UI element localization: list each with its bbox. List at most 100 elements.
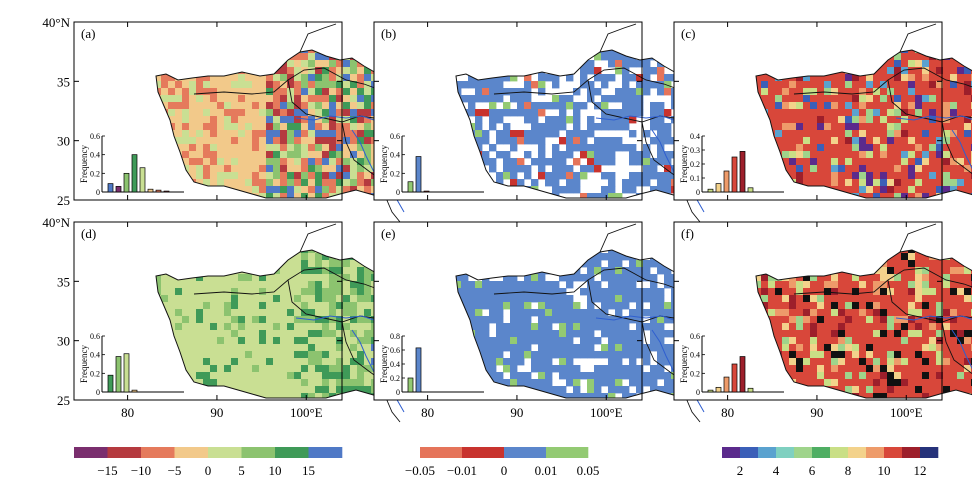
map-cell — [357, 295, 365, 303]
map-cell — [336, 351, 344, 359]
map-cell — [308, 250, 316, 254]
map-cell — [608, 109, 616, 117]
map-cell — [294, 288, 302, 296]
map-cell — [308, 102, 316, 110]
map-cell — [573, 116, 581, 124]
map-cell — [601, 253, 609, 261]
map-cell — [838, 344, 846, 352]
map-cell — [880, 116, 888, 124]
map-cell — [950, 295, 958, 303]
map-cell — [608, 253, 616, 261]
map-cell — [196, 81, 204, 89]
map-cell — [461, 295, 469, 303]
map-cell — [601, 372, 609, 380]
map-cell — [936, 172, 944, 180]
map-cell — [350, 250, 358, 254]
map-cell — [482, 288, 490, 296]
map-cell — [824, 309, 832, 317]
map-cell — [957, 88, 965, 96]
map-cell — [329, 337, 337, 345]
map-cell — [350, 144, 358, 152]
map-cell — [929, 172, 937, 180]
map-cell — [824, 172, 832, 180]
map-cell — [364, 137, 372, 145]
map-cell — [901, 74, 909, 82]
map-cell — [224, 295, 232, 303]
map-cell — [301, 95, 309, 103]
map-cell — [357, 267, 365, 275]
map-cell — [608, 60, 616, 68]
map-cell — [238, 165, 246, 173]
map-cell — [880, 179, 888, 187]
map-cell — [852, 116, 860, 124]
map-cell — [496, 172, 504, 180]
map-cell — [301, 193, 309, 198]
map-cell — [245, 358, 253, 366]
map-cell — [566, 165, 574, 173]
map-cell — [156, 274, 162, 282]
map-cell — [615, 372, 623, 380]
map-cell — [803, 358, 811, 366]
map-cell — [566, 309, 574, 317]
map-cell — [866, 186, 874, 194]
map-cell — [608, 186, 616, 194]
map-cell — [594, 158, 602, 166]
map-cell — [315, 358, 323, 366]
map-cell — [350, 365, 358, 373]
map-cell — [182, 358, 190, 366]
map-cell — [531, 123, 539, 131]
map-cell — [943, 151, 951, 159]
map-cell — [650, 365, 658, 373]
map-cell — [936, 295, 944, 303]
map-cell — [475, 88, 483, 96]
map-cell — [643, 165, 651, 173]
map-cell — [573, 158, 581, 166]
map-cell — [252, 158, 260, 166]
map-cell — [175, 81, 183, 89]
map-cell — [559, 365, 567, 373]
map-cell — [964, 123, 972, 131]
map-cell — [259, 400, 266, 407]
map-cell — [594, 309, 602, 317]
map-cell — [922, 151, 930, 159]
country-border — [899, 23, 937, 53]
map-cell — [566, 144, 574, 152]
inset-y-label: Frequency — [679, 145, 689, 183]
map-cell — [559, 295, 567, 303]
map-cell — [510, 309, 518, 317]
map-cell — [650, 172, 658, 180]
map-cell — [859, 165, 867, 173]
map-cell — [252, 337, 260, 345]
map-cell — [315, 102, 323, 110]
map-cell — [308, 330, 316, 338]
map-cell — [636, 151, 644, 159]
map-cell — [496, 288, 504, 296]
map-cell — [350, 316, 358, 324]
map-cell — [573, 200, 580, 207]
map-cell — [343, 165, 351, 173]
histogram-bar — [131, 389, 138, 393]
map-cell — [182, 109, 190, 117]
map-cell — [217, 358, 225, 366]
map-cell — [636, 316, 644, 324]
map-cell — [622, 144, 630, 152]
map-cell — [280, 281, 288, 289]
map-cell — [887, 386, 895, 394]
map-cell — [810, 151, 818, 159]
map-cell — [657, 130, 665, 138]
map-frame — [373, 21, 643, 201]
map-cell — [594, 151, 602, 159]
map-cell — [552, 295, 560, 303]
map-cell — [852, 372, 860, 380]
map-cell — [503, 109, 511, 117]
map-cell — [803, 123, 811, 131]
map-cell — [573, 400, 580, 407]
map-cell — [280, 193, 288, 198]
panel-label: (e) — [381, 226, 395, 241]
map-cell — [887, 288, 895, 296]
map-cell — [964, 323, 972, 331]
map-cell — [238, 288, 246, 296]
map-cell — [259, 386, 267, 394]
map-cell — [594, 53, 602, 61]
map-cell — [915, 144, 923, 152]
